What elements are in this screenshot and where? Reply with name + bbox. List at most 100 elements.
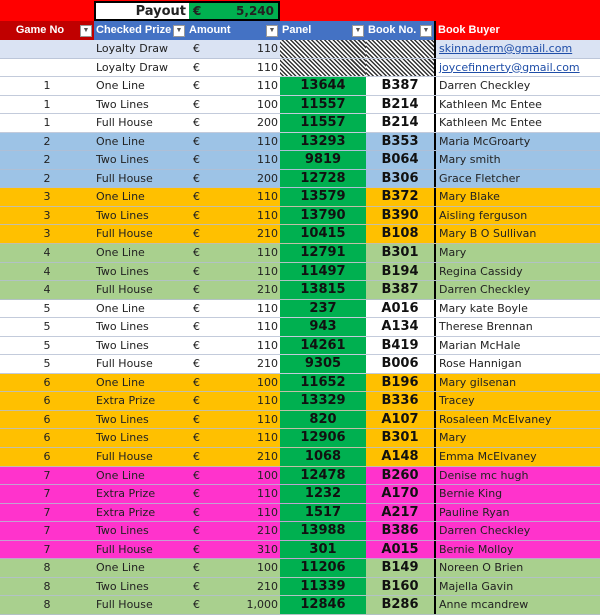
prize-cell[interactable]: Full House [96,283,153,297]
book-buyer-cell[interactable]: Rosaleen McElvaney [434,410,600,429]
game-no-cell[interactable]: 7 [43,524,51,538]
game-no-cell[interactable]: 1 [43,97,51,111]
prize-cell[interactable]: Extra Prize [96,505,156,519]
book-no-cell[interactable]: B387 [381,78,419,94]
game-no-cell[interactable]: 5 [43,338,51,352]
game-no-cell[interactable]: 5 [43,320,51,334]
book-buyer-cell[interactable]: Tracey [434,392,600,410]
email-link[interactable]: joycefinnerty@gmail.com [439,60,580,74]
panel-cell[interactable] [280,58,366,77]
panel-cell[interactable]: 12791 [280,244,366,262]
game-no-cell[interactable]: 6 [43,431,51,445]
header-checked-prize[interactable]: Checked Prize ▼ [94,21,187,40]
game-no-cell[interactable]: 2 [43,134,51,148]
panel-cell[interactable]: 10415 [280,225,366,244]
book-no-cell[interactable] [366,58,434,77]
panel-cell[interactable]: 12478 [280,466,366,485]
game-no-cell[interactable]: 5 [43,357,51,371]
game-no-cell[interactable]: 4 [43,283,51,297]
prize-cell[interactable]: Extra Prize [96,394,156,408]
book-no-cell[interactable]: B108 [381,226,419,242]
book-buyer-cell[interactable]: Marian McHale [434,336,600,355]
amount-cell[interactable]: €110 [187,40,280,58]
book-buyer-cell[interactable]: Rose Hannigan [434,355,600,373]
book-no-cell[interactable]: B286 [381,597,419,613]
prize-cell[interactable]: Two Lines [96,338,149,352]
prize-cell[interactable]: Full House [96,450,153,464]
book-no-cell[interactable]: B214 [381,96,419,112]
book-buyer-cell[interactable]: Emma McElvaney [434,448,600,466]
book-no-cell[interactable]: A107 [381,411,419,427]
filter-dropdown-icon[interactable]: ▼ [80,24,92,37]
amount-cell[interactable]: €100 [187,467,280,485]
game-no-cell[interactable]: 3 [43,190,51,204]
book-no-cell[interactable]: B301 [381,430,419,446]
panel-cell[interactable]: 13293 [280,132,366,151]
book-buyer-cell[interactable]: Darren Checkley [434,77,600,95]
book-buyer-cell[interactable]: Noreen O Brien [434,559,600,577]
amount-cell[interactable]: €1,000 [187,596,280,614]
prize-cell[interactable]: Two Lines [96,264,149,278]
book-buyer-cell[interactable]: Regina Cassidy [434,262,600,281]
panel-cell[interactable]: 1232 [280,485,366,503]
panel-cell[interactable]: 9819 [280,151,366,169]
game-no-cell[interactable]: 6 [43,412,51,426]
book-buyer-cell[interactable]: Darren Checkley [434,281,600,299]
prize-cell[interactable]: One Line [96,301,145,315]
prize-cell[interactable]: One Line [96,190,145,204]
book-no-cell[interactable]: A217 [381,504,419,520]
header-book-buyer[interactable]: Book Buyer [434,21,600,40]
game-no-cell[interactable]: 8 [43,561,51,575]
book-no-cell[interactable]: B353 [381,133,419,149]
prize-cell[interactable]: One Line [96,561,145,575]
prize-cell[interactable]: Two Lines [96,579,149,593]
panel-cell[interactable] [280,40,366,58]
amount-cell[interactable]: €200 [187,170,280,188]
prize-cell[interactable]: One Line [96,134,145,148]
book-no-cell[interactable]: A170 [381,486,419,502]
panel-cell[interactable]: 13988 [280,522,366,540]
panel-cell[interactable]: 11497 [280,262,366,281]
amount-cell[interactable]: €210 [187,578,280,596]
panel-cell[interactable]: 13790 [280,206,366,225]
book-no-cell[interactable]: A148 [381,449,419,465]
book-no-cell[interactable]: B336 [381,393,419,409]
book-buyer-cell[interactable]: Mary B O Sullivan [434,225,600,244]
book-buyer-cell[interactable]: Bernie Molloy [434,540,600,559]
header-game-no[interactable]: Game No ▼ [0,21,94,40]
panel-cell[interactable]: 11557 [280,114,366,132]
panel-cell[interactable]: 13644 [280,77,366,95]
game-no-cell[interactable] [0,40,94,58]
amount-cell[interactable]: €210 [187,225,280,243]
book-buyer-cell[interactable]: Denise mc hugh [434,466,600,485]
prize-cell[interactable]: Extra Prize [96,487,156,501]
prize-cell[interactable]: Full House [96,542,153,556]
game-no-cell[interactable]: 7 [43,487,51,501]
amount-cell[interactable]: €110 [187,77,280,95]
panel-cell[interactable]: 14261 [280,336,366,355]
book-no-cell[interactable]: B260 [381,467,419,483]
book-buyer-cell[interactable]: Mary smith [434,151,600,169]
book-buyer-cell[interactable]: Therese Brennan [434,318,600,336]
amount-cell[interactable]: €110 [187,411,280,429]
prize-cell[interactable]: Full House [96,598,153,612]
book-no-cell[interactable]: B386 [381,523,419,539]
panel-cell[interactable]: 12846 [280,596,366,614]
game-no-cell[interactable]: 4 [43,246,51,260]
book-buyer-cell[interactable]: Mary Blake [434,188,600,206]
filter-dropdown-icon[interactable]: ▼ [420,24,432,37]
game-no-cell[interactable]: 6 [43,450,51,464]
filter-dropdown-icon[interactable]: ▼ [352,24,364,37]
amount-cell[interactable]: €100 [187,96,280,114]
book-no-cell[interactable]: B372 [381,189,419,205]
panel-cell[interactable]: 12728 [280,169,366,188]
panel-cell[interactable]: 301 [280,540,366,559]
game-no-cell[interactable]: 7 [43,542,51,556]
amount-cell[interactable]: €110 [187,504,280,522]
prize-cell[interactable]: Full House [96,116,153,130]
panel-cell[interactable]: 1068 [280,448,366,466]
book-buyer-cell[interactable]: Darren Checkley [434,522,600,540]
prize-cell[interactable]: Two Lines [96,524,149,538]
prize-cell[interactable]: Two Lines [96,412,149,426]
email-link[interactable]: skinnaderm@gmail.com [439,42,573,55]
